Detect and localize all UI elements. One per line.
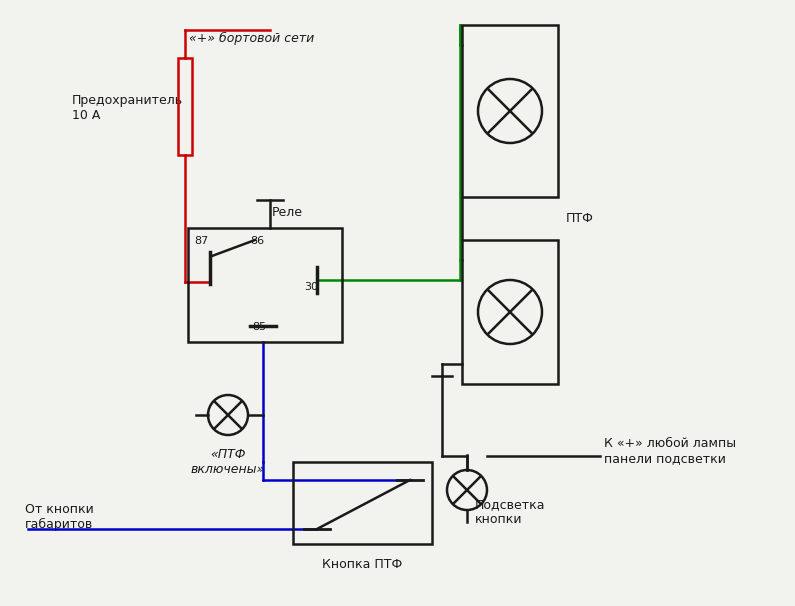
Text: От кнопки
габаритов: От кнопки габаритов [25,503,94,531]
Text: 86: 86 [250,236,264,246]
Text: Подсветка
кнопки: Подсветка кнопки [475,498,545,526]
Text: Реле: Реле [272,206,303,219]
Bar [293,462,432,544]
Bar [462,25,558,197]
Bar [188,228,342,342]
Text: 87: 87 [194,236,208,246]
Bar [178,58,192,155]
Text: 30: 30 [304,282,318,292]
Text: Кнопка ПТФ: Кнопка ПТФ [322,558,402,571]
Bar [462,240,558,384]
Text: Предохранитель
10 А: Предохранитель 10 А [72,94,183,122]
Text: «+» бортовой сети: «+» бортовой сети [189,32,315,44]
Text: «ПТФ
включены»: «ПТФ включены» [191,448,265,476]
Text: К «+» любой лампы
панели подсветки: К «+» любой лампы панели подсветки [604,437,736,465]
Text: ПТФ: ПТФ [566,211,594,224]
Text: 85: 85 [252,322,266,332]
